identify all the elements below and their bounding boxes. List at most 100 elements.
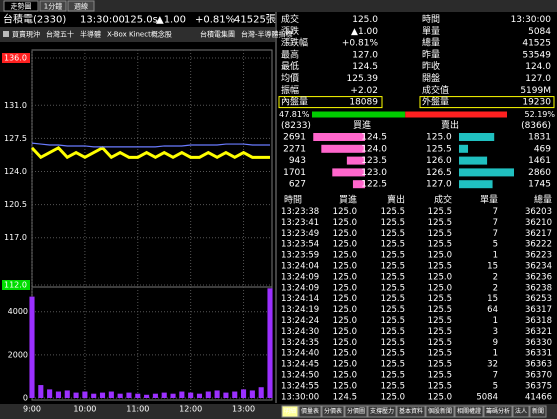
tab[interactable] — [3, 0, 39, 12]
bottom-tab[interactable] — [281, 405, 299, 418]
volume-bar — [152, 393, 158, 398]
sell-volume: 2860 — [528, 168, 551, 178]
tab[interactable] — [67, 0, 95, 12]
group-tag[interactable]: 半導體 — [80, 30, 101, 39]
trade-cell: 5084 — [476, 392, 498, 402]
trade-cell: 125.0 — [428, 392, 452, 402]
bottom-tab-label[interactable]: 法人 — [515, 407, 527, 415]
trade-cell: 15 — [487, 262, 498, 272]
x-tick-label: 11:00 — [126, 405, 149, 414]
volume-bar — [232, 391, 238, 398]
bottom-tab[interactable] — [367, 405, 397, 418]
quote-value: 124.5 — [352, 62, 378, 72]
volume-tick-label: 0 — [23, 394, 28, 403]
group-tag[interactable]: 台積電集團 — [200, 30, 235, 39]
bottom-tab-label[interactable]: 新聞 — [532, 407, 544, 415]
trade-cell: 64 — [487, 305, 498, 315]
trade-cell: 125.0 — [381, 392, 405, 402]
bottom-tab[interactable] — [529, 405, 547, 418]
ratio-sell — [405, 111, 507, 118]
trade-cell: 125.0 — [333, 283, 357, 293]
sell-volume: 1831 — [528, 133, 551, 143]
trade-header: 買進 — [339, 194, 357, 206]
group-strip — [0, 27, 275, 42]
trade-cell: 125.0 — [428, 251, 452, 261]
buy-volume: 1701 — [283, 168, 306, 178]
trade-cell: 36330 — [525, 338, 552, 348]
bottom-tab-label[interactable]: 明細 — [284, 407, 296, 415]
average-line — [31, 142, 270, 148]
trade-cell: 125.0 — [428, 283, 452, 293]
trade-cell: 13:24:24 — [281, 316, 319, 326]
trade-cell: 125.0 — [333, 272, 357, 282]
trade-cell: 36217 — [525, 229, 552, 239]
quote-value: 53549 — [522, 50, 551, 60]
quote-value: 5199M — [520, 86, 551, 96]
sell-price: 125.0 — [426, 133, 452, 143]
trade-cell: 13:30:00 — [281, 392, 319, 402]
x-tick-label: 12:00 — [179, 405, 202, 414]
bottom-tab[interactable] — [425, 405, 455, 418]
trade-cell: 1 — [493, 251, 498, 261]
bottom-tab[interactable] — [512, 405, 530, 418]
buy-volume: 2271 — [283, 144, 306, 154]
sell-price: 126.0 — [426, 156, 452, 166]
bottom-tab-label[interactable]: 支撐壓力 — [370, 407, 394, 415]
tab-label[interactable]: 週線 — [74, 2, 88, 11]
group-tag[interactable]: 台灣五十 — [46, 30, 74, 39]
trade-cell: 32 — [487, 360, 498, 370]
buy-price: 123.0 — [361, 168, 387, 178]
bottom-tab-label[interactable]: 個股新聞 — [428, 407, 452, 415]
quote-label: 昨收 — [422, 60, 440, 72]
group-tag[interactable]: 台灣-半導體指標 — [241, 30, 293, 39]
buy-bar — [332, 168, 365, 177]
trade-cell: 13:24:35 — [281, 338, 319, 348]
group-tag[interactable]: X-Box Kinect概念股 — [107, 30, 172, 39]
bottom-tab-label[interactable]: 分價表 — [324, 407, 342, 415]
bottom-tab[interactable] — [454, 405, 484, 418]
trade-header: 單量 — [480, 195, 498, 206]
header-price: 125.0s — [124, 15, 158, 26]
sell-volume: 1745 — [528, 180, 551, 190]
bottom-tab-label[interactable]: 基本資料 — [399, 407, 423, 415]
trade-cell: 7 — [493, 218, 498, 228]
tab[interactable] — [39, 0, 67, 12]
quote-label: 外盤量 — [422, 96, 449, 108]
header-pct: +0.81% — [195, 15, 235, 26]
bottom-tab[interactable] — [483, 405, 513, 418]
trade-cell: 125.5 — [381, 240, 405, 250]
group-tag[interactable]: 買賣現沖 — [12, 30, 40, 39]
quote-label: 昨量 — [422, 48, 440, 60]
buy-price: 124.5 — [361, 133, 387, 143]
trade-cell: 1 — [493, 349, 498, 359]
trade-cell: 125.5 — [428, 207, 452, 217]
trade-cell: 125.5 — [428, 305, 452, 315]
trade-cell: 13:24:09 — [281, 283, 319, 293]
price-tick-label: 120.5 — [4, 200, 27, 209]
bottom-tab-label[interactable]: 價量表 — [301, 407, 319, 415]
trade-cell: 125.5 — [381, 305, 405, 315]
bottom-tab-label[interactable]: 分價圖 — [347, 407, 365, 415]
trade-cell: 125.5 — [381, 283, 405, 293]
sell-bar — [459, 168, 514, 177]
sell-bar — [459, 133, 495, 141]
bottom-tab[interactable] — [344, 405, 368, 418]
sell-volume: 469 — [534, 144, 551, 154]
quote-label: 均價 — [281, 72, 299, 84]
quote-label: 最低 — [281, 60, 299, 72]
bottom-tab[interactable] — [396, 405, 426, 418]
bottom-tab-label[interactable]: 相關權證 — [457, 407, 481, 415]
bottom-tab[interactable] — [321, 405, 345, 418]
buy-price: 122.5 — [361, 180, 387, 190]
buy-volume: 943 — [289, 156, 306, 166]
quote-label: 漲跌 — [281, 26, 299, 37]
bottom-tab[interactable] — [298, 405, 322, 418]
trade-cell: 5 — [493, 240, 498, 250]
tab-label[interactable]: 1分鐘 — [44, 2, 62, 11]
sell-bar — [459, 144, 469, 153]
trade-cell: 9 — [493, 338, 498, 348]
x-tick-label: 10:00 — [73, 405, 96, 414]
tab-label[interactable]: 走勢圖 — [11, 2, 32, 11]
bottom-tab-label[interactable]: 籌碼分析 — [486, 407, 510, 415]
trade-cell: 125.5 — [428, 218, 452, 228]
